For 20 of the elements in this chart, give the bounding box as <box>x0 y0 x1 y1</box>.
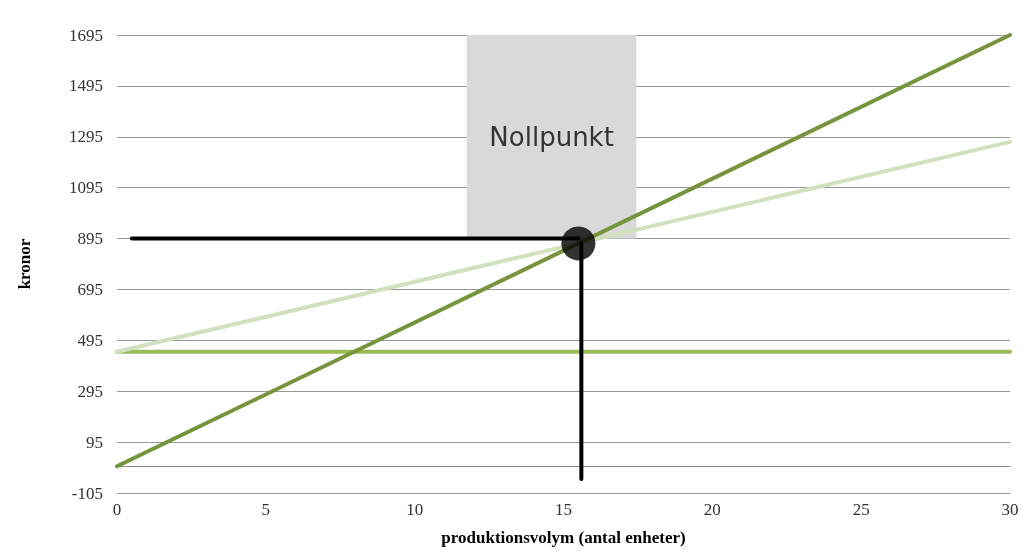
x-tick-label: 20 <box>703 500 721 519</box>
y-tick-label: 895 <box>77 229 103 249</box>
x-tick-label: 10 <box>406 500 424 519</box>
y-tick-label: 1495 <box>69 76 103 96</box>
x-tick-label: 25 <box>852 500 870 519</box>
y-tick-label: 1095 <box>69 178 103 198</box>
x-tick-label: 5 <box>261 500 271 519</box>
y-axis-title: kronor <box>15 238 34 290</box>
x-tick-label: 15 <box>555 500 572 519</box>
y-tick-label: -105 <box>71 483 103 503</box>
y-tick-label: 295 <box>77 381 103 401</box>
band-label: Nollpunkt <box>489 121 614 152</box>
y-tick-label: 1695 <box>69 25 103 45</box>
y-tick-label: 1295 <box>69 127 103 147</box>
y-tick-label: 95 <box>86 432 103 452</box>
y-tick-label: 695 <box>77 279 103 299</box>
x-tick-label: 0 <box>112 500 122 519</box>
x-axis-title: produktionsvolym (antal enheter) <box>441 528 686 547</box>
y-tick-label: 495 <box>77 330 103 350</box>
x-tick-label: 30 <box>1001 500 1019 519</box>
